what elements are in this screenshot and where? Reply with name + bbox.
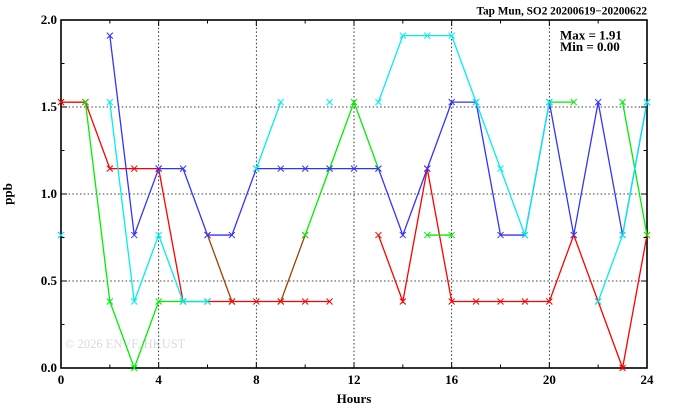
svg-text:ppb: ppb — [0, 183, 15, 205]
svg-text:1.0: 1.0 — [41, 186, 57, 201]
svg-text:Min = 0.00: Min = 0.00 — [560, 39, 620, 54]
svg-text:0.0: 0.0 — [41, 360, 57, 375]
svg-text:24: 24 — [641, 372, 655, 387]
svg-text:Hours: Hours — [337, 391, 372, 406]
svg-text:16: 16 — [445, 372, 459, 387]
svg-text:Tap Mun, SO2 20200619−20200622: Tap Mun, SO2 20200619−20200622 — [477, 6, 648, 18]
svg-text:0: 0 — [58, 372, 65, 387]
svg-text:0.5: 0.5 — [41, 273, 58, 288]
svg-text:20: 20 — [543, 372, 556, 387]
svg-text:4: 4 — [155, 372, 162, 387]
svg-text:2.0: 2.0 — [41, 12, 57, 27]
svg-text:1.5: 1.5 — [41, 99, 58, 114]
svg-text:12: 12 — [348, 372, 361, 387]
svg-text:8: 8 — [253, 372, 260, 387]
